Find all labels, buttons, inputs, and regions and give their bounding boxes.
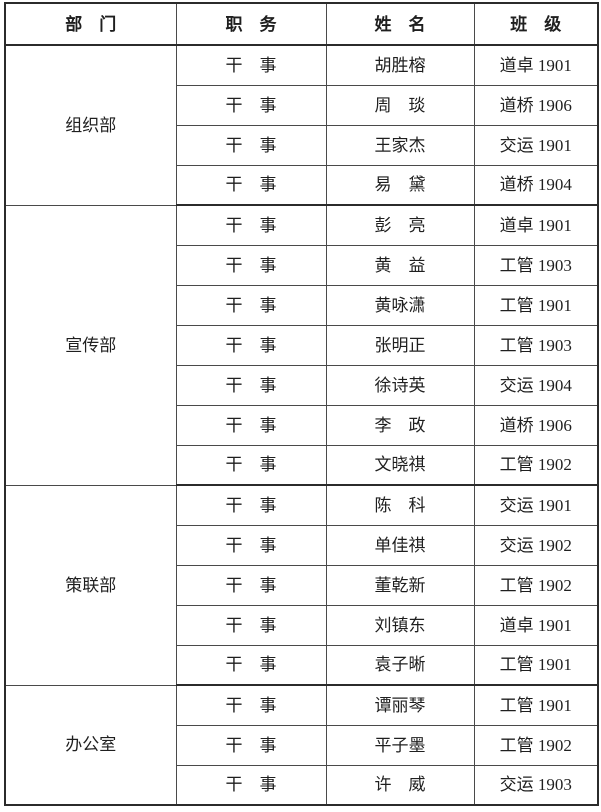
class-cell: 工管 1902 <box>473 724 599 766</box>
class-cell: 道卓 1901 <box>473 204 599 246</box>
name-cell: 彭 亮 <box>325 204 475 246</box>
class-cell: 交运 1901 <box>473 484 599 526</box>
name-cell: 袁子晰 <box>325 644 475 686</box>
position-cell: 干 事 <box>175 604 327 646</box>
class-cell: 道卓 1901 <box>473 44 599 86</box>
class-cell: 工管 1901 <box>473 684 599 726</box>
header-row: 部 门 职 务 姓 名 班 级 <box>4 2 599 46</box>
table-row: 干 事 黄咏潇 工管 1901 <box>5 284 599 326</box>
position-cell: 干 事 <box>175 724 327 766</box>
position-cell: 干 事 <box>175 564 327 606</box>
table-row: 干 事 文晓祺 工管 1902 <box>5 444 599 486</box>
header-cell-department: 部 门 <box>4 2 177 46</box>
name-cell: 徐诗英 <box>325 364 475 406</box>
name-cell: 张明正 <box>325 324 475 366</box>
table-row: 干 事 易 黛 道桥 1904 <box>5 164 599 206</box>
position-cell: 干 事 <box>175 404 327 446</box>
position-cell: 干 事 <box>175 444 327 486</box>
name-cell: 易 黛 <box>325 164 475 206</box>
class-cell: 工管 1903 <box>473 324 599 366</box>
class-cell: 工管 1901 <box>473 284 599 326</box>
header-cell-class: 班 级 <box>473 2 599 46</box>
position-cell: 干 事 <box>175 484 327 526</box>
position-cell: 干 事 <box>175 284 327 326</box>
name-cell: 周 琰 <box>325 84 475 126</box>
department-cell: 组织部 <box>4 44 177 206</box>
department-cell: 办公室 <box>4 684 177 806</box>
position-cell: 干 事 <box>175 644 327 686</box>
class-cell: 交运 1903 <box>473 764 599 806</box>
class-cell: 工管 1902 <box>473 444 599 486</box>
table-row: 干 事 徐诗英 交运 1904 <box>5 364 599 406</box>
position-cell: 干 事 <box>175 164 327 206</box>
name-cell: 黄咏潇 <box>325 284 475 326</box>
class-cell: 交运 1901 <box>473 124 599 166</box>
roster-table: 部 门 职 务 姓 名 班 级 组织部 干 事 胡胜榕 道卓 1901 干 事 … <box>4 2 599 806</box>
position-cell: 干 事 <box>175 524 327 566</box>
position-cell: 干 事 <box>175 364 327 406</box>
name-cell: 李 政 <box>325 404 475 446</box>
name-cell: 平子墨 <box>325 724 475 766</box>
table-row: 干 事 许 威 交运 1903 <box>5 764 599 806</box>
table-row: 策联部 干 事 陈 科 交运 1901 <box>4 484 599 686</box>
department-cell: 宣传部 <box>4 204 177 486</box>
table-row: 干 事 单佳祺 交运 1902 <box>5 524 599 566</box>
table-row: 办公室 干 事 谭丽琴 工管 1901 <box>4 684 599 806</box>
position-cell: 干 事 <box>175 764 327 806</box>
table-body: 组织部 干 事 胡胜榕 道卓 1901 干 事 周 琰 道桥 1906 干 事 … <box>4 44 599 806</box>
table-row: 干 事 袁子晰 工管 1901 <box>5 644 599 686</box>
name-cell: 单佳祺 <box>325 524 475 566</box>
position-cell: 干 事 <box>175 324 327 366</box>
header-cell-name: 姓 名 <box>325 2 475 46</box>
name-cell: 刘镇东 <box>325 604 475 646</box>
class-cell: 交运 1902 <box>473 524 599 566</box>
position-cell: 干 事 <box>175 124 327 166</box>
table-row: 干 事 董乾新 工管 1902 <box>5 564 599 606</box>
class-cell: 工管 1903 <box>473 244 599 286</box>
table-row: 组织部 干 事 胡胜榕 道卓 1901 <box>4 44 599 206</box>
position-cell: 干 事 <box>175 84 327 126</box>
table-row: 干 事 李 政 道桥 1906 <box>5 404 599 446</box>
name-cell: 董乾新 <box>325 564 475 606</box>
position-cell: 干 事 <box>175 244 327 286</box>
class-cell: 工管 1902 <box>473 564 599 606</box>
table-row: 干 事 王家杰 交运 1901 <box>5 124 599 166</box>
class-cell: 道桥 1906 <box>473 84 599 126</box>
name-cell: 谭丽琴 <box>325 684 475 726</box>
class-cell: 道桥 1904 <box>473 164 599 206</box>
name-cell: 陈 科 <box>325 484 475 526</box>
position-cell: 干 事 <box>175 684 327 726</box>
class-cell: 道卓 1901 <box>473 604 599 646</box>
table-header: 部 门 职 务 姓 名 班 级 <box>4 2 599 46</box>
header-cell-position: 职 务 <box>175 2 327 46</box>
name-cell: 王家杰 <box>325 124 475 166</box>
name-cell: 许 威 <box>325 764 475 806</box>
class-cell: 工管 1901 <box>473 644 599 686</box>
position-cell: 干 事 <box>175 204 327 246</box>
name-cell: 胡胜榕 <box>325 44 475 86</box>
name-cell: 文晓祺 <box>325 444 475 486</box>
department-cell: 策联部 <box>4 484 177 686</box>
table-row: 干 事 周 琰 道桥 1906 <box>5 84 599 126</box>
table-row: 干 事 张明正 工管 1903 <box>5 324 599 366</box>
name-cell: 黄 益 <box>325 244 475 286</box>
table-row: 干 事 平子墨 工管 1902 <box>5 724 599 766</box>
table-row: 宣传部 干 事 彭 亮 道卓 1901 <box>4 204 599 486</box>
table-row: 干 事 黄 益 工管 1903 <box>5 244 599 286</box>
class-cell: 交运 1904 <box>473 364 599 406</box>
position-cell: 干 事 <box>175 44 327 86</box>
class-cell: 道桥 1906 <box>473 404 599 446</box>
